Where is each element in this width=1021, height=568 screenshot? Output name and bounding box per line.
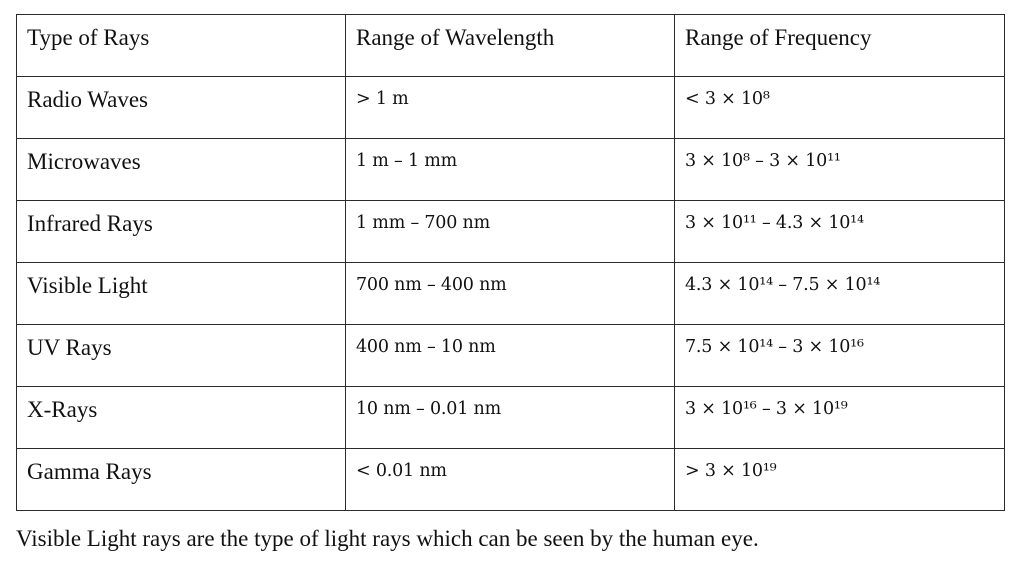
frequency-cell: 4.3 × 10¹⁴ – 7.5 × 10¹⁴ [674, 262, 1005, 325]
table-row: UV Rays 400 nm – 10 nm 7.5 × 10¹⁴ – 3 × … [16, 324, 1005, 387]
ray-type-cell: Microwaves [16, 138, 346, 201]
table-row: Infrared Rays 1 mm – 700 nm 3 × 10¹¹ – 4… [16, 200, 1005, 263]
ray-type-cell: UV Rays [16, 324, 346, 387]
frequency-cell: 3 × 10¹¹ – 4.3 × 10¹⁴ [674, 200, 1005, 263]
rays-table: Type of Rays Range of Wavelength Range o… [16, 14, 1005, 511]
wavelength-cell: 1 mm – 700 nm [345, 200, 675, 263]
wavelength-cell: > 1 m [345, 76, 675, 139]
table-row: Gamma Rays < 0.01 nm > 3 × 10¹⁹ [16, 448, 1005, 511]
ray-type-cell: Gamma Rays [16, 448, 346, 511]
frequency-cell: 7.5 × 10¹⁴ – 3 × 10¹⁶ [674, 324, 1005, 387]
caption-text: Visible Light rays are the type of light… [16, 526, 759, 551]
wavelength-cell: 700 nm – 400 nm [345, 262, 675, 325]
ray-type-cell: Radio Waves [16, 76, 346, 139]
table-row: Radio Waves > 1 m < 3 × 10⁸ [16, 76, 1005, 139]
wavelength-cell: 1 m – 1 mm [345, 138, 675, 201]
header-range-of-frequency: Range of Frequency [674, 14, 1005, 77]
table-header-row: Type of Rays Range of Wavelength Range o… [16, 14, 1005, 77]
ray-type-cell: Infrared Rays [16, 200, 346, 263]
wavelength-cell: 400 nm – 10 nm [345, 324, 675, 387]
wavelength-cell: < 0.01 nm [345, 448, 675, 511]
wavelength-cell: 10 nm – 0.01 nm [345, 386, 675, 449]
ray-type-cell: X-Rays [16, 386, 346, 449]
frequency-cell: 3 × 10¹⁶ – 3 × 10¹⁹ [674, 386, 1005, 449]
table-row: X-Rays 10 nm – 0.01 nm 3 × 10¹⁶ – 3 × 10… [16, 386, 1005, 449]
frequency-cell: < 3 × 10⁸ [674, 76, 1005, 139]
frequency-cell: > 3 × 10¹⁹ [674, 448, 1005, 511]
header-type-of-rays: Type of Rays [16, 14, 346, 77]
table-row: Visible Light 700 nm – 400 nm 4.3 × 10¹⁴… [16, 262, 1005, 325]
table-row: Microwaves 1 m – 1 mm 3 × 10⁸ – 3 × 10¹¹ [16, 138, 1005, 201]
ray-type-cell: Visible Light [16, 262, 346, 325]
frequency-cell: 3 × 10⁸ – 3 × 10¹¹ [674, 138, 1005, 201]
header-range-of-wavelength: Range of Wavelength [345, 14, 675, 77]
